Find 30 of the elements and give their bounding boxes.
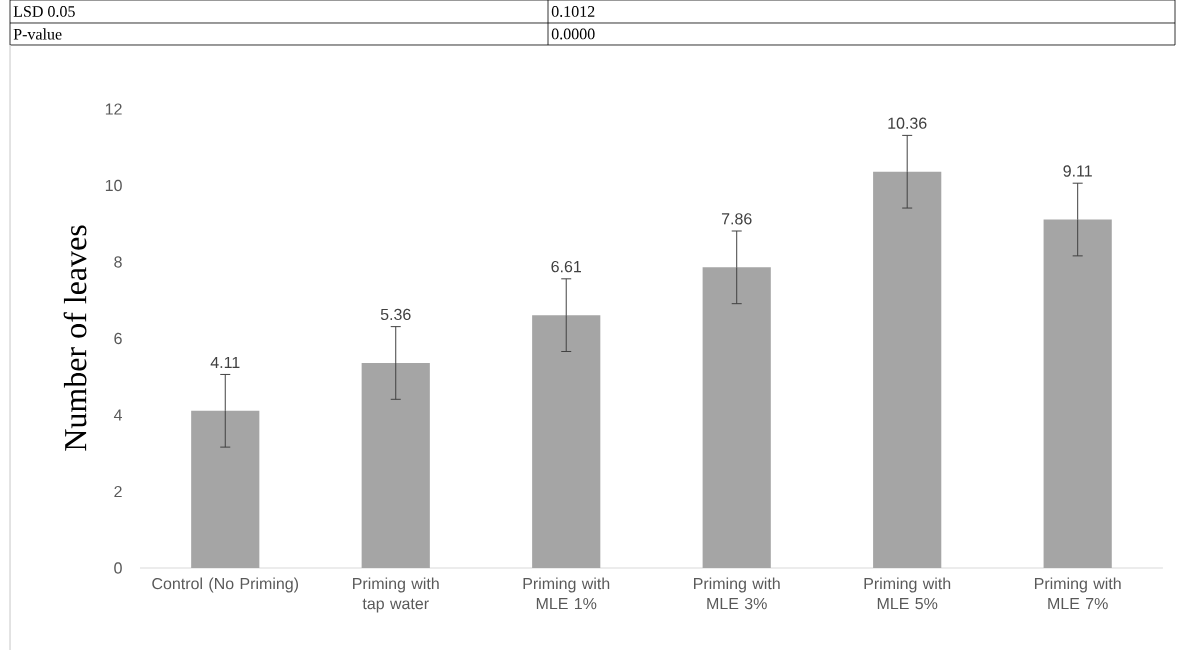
text: LSD 0.05	[13, 6, 75, 17]
data-label: 9.11	[1063, 165, 1092, 177]
y-tick-label: 0	[114, 562, 122, 574]
bar	[1043, 219, 1112, 568]
text: 0.1012	[551, 6, 595, 17]
text: P-value	[13, 28, 62, 40]
text: 0.0000	[551, 28, 595, 40]
data-label: 5.36	[380, 308, 411, 321]
data-label: 6.61	[551, 260, 581, 273]
data-label: 7.86	[721, 213, 752, 225]
bar	[702, 267, 771, 568]
x-tick-label: Priming with MLE 5%	[864, 577, 951, 610]
x-tick-label: Control (No Priming)	[152, 577, 299, 593]
y-axis-title: Number of leaves	[63, 225, 87, 451]
x-tick-label: Priming with MLE 1%	[523, 577, 610, 610]
data-label: 10.36	[888, 117, 927, 129]
y-tick-label: 6	[114, 332, 122, 345]
y-tick-label: 2	[114, 485, 122, 498]
bar	[532, 315, 601, 568]
y-tick-label: 4	[113, 409, 122, 421]
x-tick-label: Priming with MLE 7%	[1034, 577, 1121, 610]
bar	[191, 410, 260, 568]
y-tick-label: 8	[114, 256, 122, 268]
y-tick-label: 10	[105, 179, 122, 192]
x-tick-label: Priming with MLE 3%	[694, 577, 780, 610]
bar	[361, 362, 430, 568]
x-tick-label: Priming with tap water	[353, 577, 439, 613]
data-label: 4.11	[210, 356, 240, 368]
bar	[873, 171, 942, 568]
y-tick-label: 12	[105, 103, 122, 115]
